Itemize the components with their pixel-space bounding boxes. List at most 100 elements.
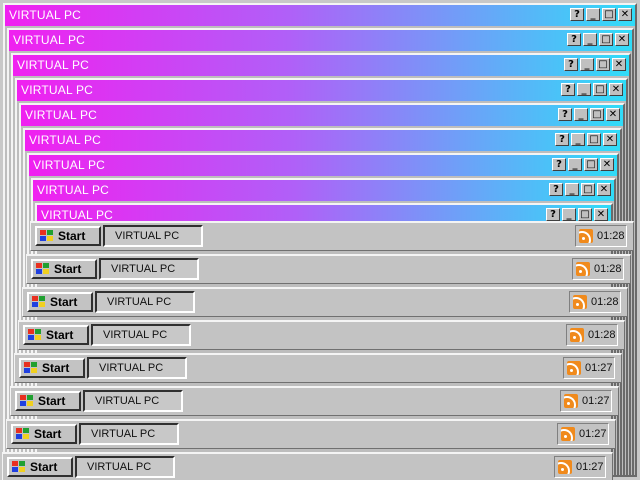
minimize-button[interactable]: _ xyxy=(586,8,600,21)
maximize-button[interactable]: □ xyxy=(602,8,616,21)
maximize-button[interactable]: □ xyxy=(584,158,598,171)
rss-feed-icon[interactable] xyxy=(579,229,593,243)
system-tray: 01:28 xyxy=(575,225,627,247)
start-button[interactable]: Start xyxy=(31,259,97,279)
minimize-button[interactable]: _ xyxy=(571,133,585,146)
windows-flag-icon xyxy=(40,229,55,243)
taskbar: Start VIRTUAL PC 01:28 xyxy=(22,287,628,317)
tray-clock: 01:28 xyxy=(588,329,616,341)
window-titlebar[interactable]: VIRTUAL PC? _ □ ✕ xyxy=(5,5,635,26)
close-button[interactable]: ✕ xyxy=(618,8,632,21)
maximize-button[interactable]: □ xyxy=(578,208,592,221)
minimize-button[interactable]: _ xyxy=(562,208,576,221)
start-button[interactable]: Start xyxy=(15,391,81,411)
rss-feed-icon[interactable] xyxy=(564,394,578,408)
start-label: Start xyxy=(42,361,70,375)
maximize-button[interactable]: □ xyxy=(590,108,604,121)
help-button[interactable]: ? xyxy=(549,183,563,196)
system-tray: 01:27 xyxy=(554,456,606,478)
taskbar-item-virtual-pc[interactable]: VIRTUAL PC xyxy=(91,324,191,346)
window-title: VIRTUAL PC xyxy=(41,208,114,222)
window-title: VIRTUAL PC xyxy=(17,58,90,72)
taskbar-item-virtual-pc[interactable]: VIRTUAL PC xyxy=(79,423,179,445)
minimize-button[interactable]: _ xyxy=(568,158,582,171)
start-button[interactable]: Start xyxy=(19,358,85,378)
window-titlebar[interactable]: VIRTUAL PC? _ □ ✕ xyxy=(29,155,617,176)
taskbar: Start VIRTUAL PC 01:28 xyxy=(18,320,625,350)
close-button[interactable]: ✕ xyxy=(609,83,623,96)
help-button[interactable]: ? xyxy=(567,33,581,46)
taskbar-item-virtual-pc[interactable]: VIRTUAL PC xyxy=(95,291,195,313)
window-titlebar[interactable]: VIRTUAL PC? _ □ ✕ xyxy=(33,180,614,201)
window-controls: ? _ □ ✕ xyxy=(564,58,626,71)
rss-feed-icon[interactable] xyxy=(561,427,575,441)
start-button[interactable]: Start xyxy=(7,457,73,477)
minimize-button[interactable]: _ xyxy=(574,108,588,121)
taskbar-item-virtual-pc[interactable]: VIRTUAL PC xyxy=(103,225,203,247)
windows-flag-icon xyxy=(24,361,39,375)
system-tray: 01:27 xyxy=(560,390,612,412)
windows-flag-icon xyxy=(20,394,35,408)
start-label: Start xyxy=(38,394,66,408)
close-button[interactable]: ✕ xyxy=(603,133,617,146)
window-titlebar[interactable]: VIRTUAL PC? _ □ ✕ xyxy=(25,130,620,151)
window-title: VIRTUAL PC xyxy=(13,33,86,47)
taskbar: Start VIRTUAL PC 01:28 xyxy=(30,221,634,251)
taskbar: Start VIRTUAL PC 01:27 xyxy=(14,353,622,383)
window-titlebar[interactable]: VIRTUAL PC? _ □ ✕ xyxy=(21,105,623,126)
start-button[interactable]: Start xyxy=(27,292,93,312)
minimize-button[interactable]: _ xyxy=(583,33,597,46)
rss-feed-icon[interactable] xyxy=(576,262,590,276)
window-title: VIRTUAL PC xyxy=(21,83,94,97)
maximize-button[interactable]: □ xyxy=(599,33,613,46)
help-button[interactable]: ? xyxy=(546,208,560,221)
start-button[interactable]: Start xyxy=(35,226,101,246)
help-button[interactable]: ? xyxy=(564,58,578,71)
help-button[interactable]: ? xyxy=(570,8,584,21)
help-button[interactable]: ? xyxy=(555,133,569,146)
maximize-button[interactable]: □ xyxy=(581,183,595,196)
close-button[interactable]: ✕ xyxy=(615,33,629,46)
minimize-button[interactable]: _ xyxy=(580,58,594,71)
close-button[interactable]: ✕ xyxy=(594,208,608,221)
maximize-button[interactable]: □ xyxy=(593,83,607,96)
taskbar-item-virtual-pc[interactable]: VIRTUAL PC xyxy=(87,357,187,379)
window-titlebar[interactable]: VIRTUAL PC? _ □ ✕ xyxy=(9,30,632,51)
window-controls: ? _ □ ✕ xyxy=(567,33,629,46)
window-controls: ? _ □ ✕ xyxy=(555,133,617,146)
taskbar: Start VIRTUAL PC 01:27 xyxy=(6,419,616,449)
tray-clock: 01:27 xyxy=(582,395,610,407)
window-title: VIRTUAL PC xyxy=(9,8,82,22)
window-titlebar[interactable]: VIRTUAL PC? _ □ ✕ xyxy=(13,55,629,76)
close-button[interactable]: ✕ xyxy=(597,183,611,196)
minimize-button[interactable]: _ xyxy=(565,183,579,196)
help-button[interactable]: ? xyxy=(558,108,572,121)
minimize-button[interactable]: _ xyxy=(577,83,591,96)
rss-feed-icon[interactable] xyxy=(558,460,572,474)
tray-clock: 01:27 xyxy=(576,461,604,473)
start-button[interactable]: Start xyxy=(11,424,77,444)
taskbar: Start VIRTUAL PC 01:27 xyxy=(2,452,613,480)
start-label: Start xyxy=(34,427,62,441)
taskbar-item-virtual-pc[interactable]: VIRTUAL PC xyxy=(75,456,175,478)
window-title: VIRTUAL PC xyxy=(37,183,110,197)
close-button[interactable]: ✕ xyxy=(606,108,620,121)
close-button[interactable]: ✕ xyxy=(600,158,614,171)
rss-feed-icon[interactable] xyxy=(570,328,584,342)
window-controls: ? _ □ ✕ xyxy=(561,83,623,96)
maximize-button[interactable]: □ xyxy=(587,133,601,146)
taskbar-item-virtual-pc[interactable]: VIRTUAL PC xyxy=(99,258,199,280)
close-button[interactable]: ✕ xyxy=(612,58,626,71)
windows-flag-icon xyxy=(16,427,31,441)
maximize-button[interactable]: □ xyxy=(596,58,610,71)
help-button[interactable]: ? xyxy=(552,158,566,171)
rss-feed-icon[interactable] xyxy=(567,361,581,375)
help-button[interactable]: ? xyxy=(561,83,575,96)
start-label: Start xyxy=(50,295,78,309)
window-controls: ? _ □ ✕ xyxy=(546,208,608,221)
taskbar-item-virtual-pc[interactable]: VIRTUAL PC xyxy=(83,390,183,412)
window-titlebar[interactable]: VIRTUAL PC? _ □ ✕ xyxy=(37,205,611,226)
rss-feed-icon[interactable] xyxy=(573,295,587,309)
start-button[interactable]: Start xyxy=(23,325,89,345)
window-titlebar[interactable]: VIRTUAL PC? _ □ ✕ xyxy=(17,80,626,101)
